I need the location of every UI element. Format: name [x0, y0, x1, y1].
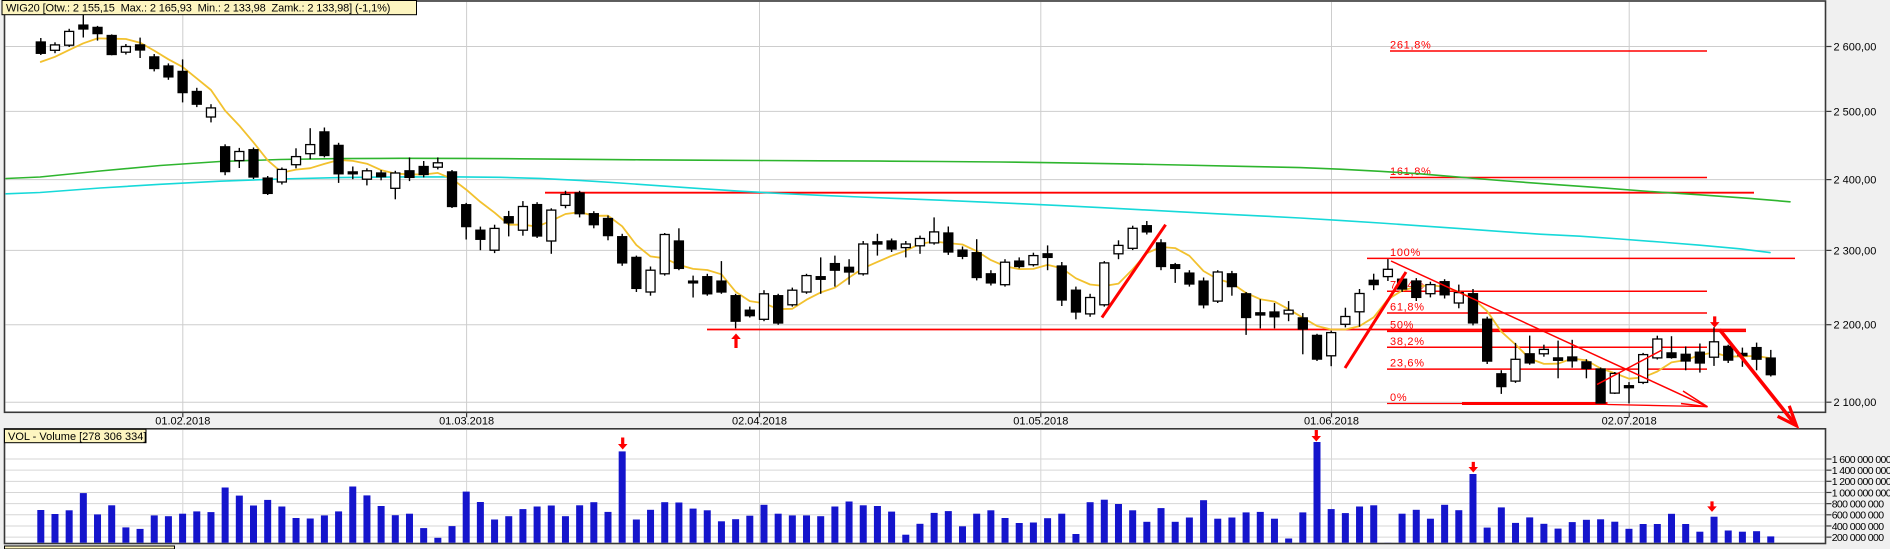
svg-text:02.07.2018: 02.07.2018 — [1602, 416, 1657, 428]
svg-text:800 000 000: 800 000 000 — [1832, 498, 1885, 510]
svg-text:01.03.2018: 01.03.2018 — [439, 416, 494, 428]
svg-text:1 600 000 000: 1 600 000 000 — [1832, 454, 1890, 466]
svg-text:23,6%: 23,6% — [1390, 358, 1425, 370]
svg-text:50%: 50% — [1390, 320, 1414, 332]
svg-text:2 200,00: 2 200,00 — [1834, 320, 1877, 332]
svg-text:2 100,00: 2 100,00 — [1834, 397, 1877, 409]
svg-text:2 400,00: 2 400,00 — [1834, 175, 1877, 187]
svg-text:02.04.2018: 02.04.2018 — [732, 416, 787, 428]
svg-text:2 500,00: 2 500,00 — [1834, 106, 1877, 118]
svg-text:38,2%: 38,2% — [1390, 336, 1425, 348]
svg-text:2 600,00: 2 600,00 — [1834, 42, 1877, 54]
svg-text:261,8%: 261,8% — [1390, 40, 1432, 52]
svg-text:600 000 000: 600 000 000 — [1832, 510, 1885, 522]
svg-text:WIG20 [Otw.: 2 155,15 Max.: 2: WIG20 [Otw.: 2 155,15 Max.: 2 165,93 Min… — [6, 3, 390, 15]
svg-text:100%: 100% — [1390, 247, 1421, 259]
svg-text:1 200 000 000: 1 200 000 000 — [1832, 476, 1890, 488]
svg-text:01.05.2018: 01.05.2018 — [1013, 416, 1068, 428]
svg-text:2 300,00: 2 300,00 — [1834, 245, 1877, 257]
svg-text:61,8%: 61,8% — [1390, 302, 1425, 314]
svg-text:1 000 000 000: 1 000 000 000 — [1832, 487, 1890, 499]
svg-text:200 000 000: 200 000 000 — [1832, 532, 1885, 544]
svg-text:400 000 000: 400 000 000 — [1832, 521, 1885, 533]
svg-text:1 400 000 000: 1 400 000 000 — [1832, 465, 1890, 477]
svg-text:0%: 0% — [1390, 392, 1407, 404]
svg-text:VOL - Volume [278 306 334]: VOL - Volume [278 306 334] — [8, 431, 146, 443]
svg-text:01.02.2018: 01.02.2018 — [155, 416, 210, 428]
svg-text:161,8%: 161,8% — [1390, 166, 1432, 178]
svg-text:01.06.2018: 01.06.2018 — [1304, 416, 1359, 428]
